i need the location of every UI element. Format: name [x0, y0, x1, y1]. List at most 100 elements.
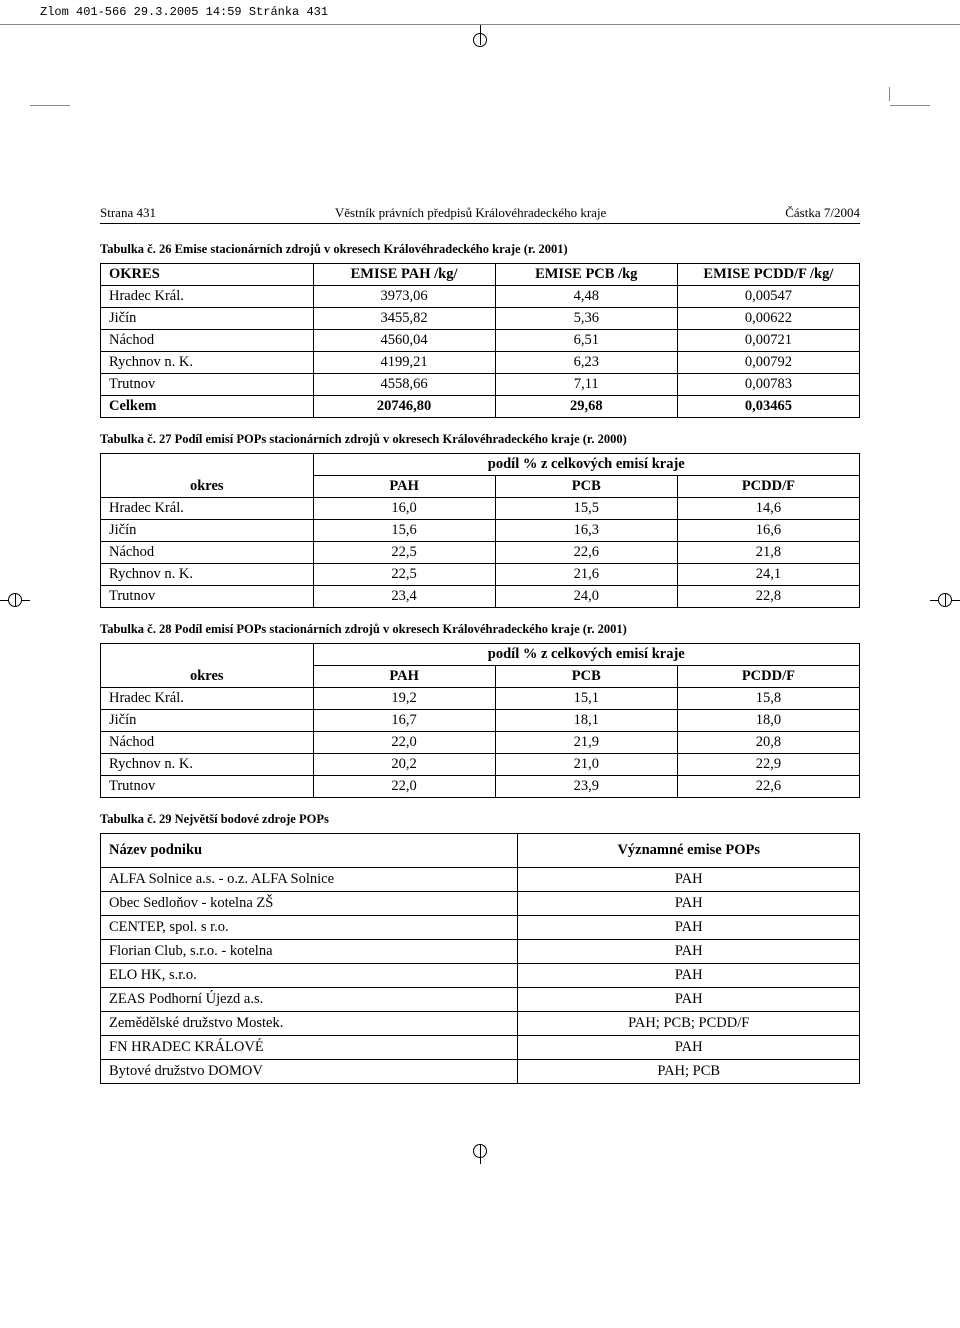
cell: CENTEP, spol. s r.o.: [101, 916, 518, 940]
cell: 21,0: [495, 754, 677, 776]
col-pah: EMISE PAH /kg/: [313, 264, 495, 286]
cell: PAH: [518, 1036, 860, 1060]
table-row: Náchod22,021,920,8: [101, 732, 860, 754]
cell: Náchod: [101, 542, 314, 564]
cell: 4199,21: [313, 352, 495, 374]
page-content: Strana 431 Věstník právních předpisů Krá…: [0, 55, 960, 1124]
cell: Jičín: [101, 308, 314, 330]
cell: 4,48: [495, 286, 677, 308]
col-pcb: PCB: [495, 476, 677, 498]
table-row: ZEAS Podhorní Újezd a.s.PAH: [101, 988, 860, 1012]
cell: 5,36: [495, 308, 677, 330]
cell: 15,8: [677, 688, 859, 710]
trim-mark: [890, 105, 930, 106]
table-row: Hradec Král.19,215,115,8: [101, 688, 860, 710]
cell: 16,0: [313, 498, 495, 520]
cell: 0,00547: [677, 286, 859, 308]
cell: 29,68: [495, 396, 677, 418]
header-center: Věstník právních předpisů Královéhradeck…: [335, 205, 606, 221]
cell: 3455,82: [313, 308, 495, 330]
trim-mark: [889, 87, 890, 101]
table-26: OKRES EMISE PAH /kg/ EMISE PCB /kg EMISE…: [100, 263, 860, 418]
cell: ELO HK, s.r.o.: [101, 964, 518, 988]
table-row: Jičín15,616,316,6: [101, 520, 860, 542]
cell: 20746,80: [313, 396, 495, 418]
col-pcb: PCB: [495, 666, 677, 688]
cell: 18,0: [677, 710, 859, 732]
cell: Trutnov: [101, 374, 314, 396]
cell: Náchod: [101, 330, 314, 352]
cell: 0,03465: [677, 396, 859, 418]
cell: PAH: [518, 868, 860, 892]
cell: PAH: [518, 916, 860, 940]
table-row: Náchod4560,046,510,00721: [101, 330, 860, 352]
cell: 20,8: [677, 732, 859, 754]
cell: 22,0: [313, 732, 495, 754]
cell: 24,1: [677, 564, 859, 586]
cell: 21,6: [495, 564, 677, 586]
table-row: Jičín3455,825,360,00622: [101, 308, 860, 330]
cell: ALFA Solnice a.s. - o.z. ALFA Solnice: [101, 868, 518, 892]
span-header: podíl % z celkových emisí kraje: [313, 644, 859, 666]
trim-mark: [30, 105, 70, 106]
running-header: Strana 431 Věstník právních předpisů Krá…: [100, 205, 860, 224]
cell: PAH: [518, 940, 860, 964]
header-right: Částka 7/2004: [785, 205, 860, 221]
cell: 22,8: [677, 586, 859, 608]
cell: PAH: [518, 964, 860, 988]
cell: Obec Sedloňov - kotelna ZŠ: [101, 892, 518, 916]
cell: 4558,66: [313, 374, 495, 396]
cell: Rychnov n. K.: [101, 754, 314, 776]
col-pah: PAH: [313, 476, 495, 498]
cell: 23,9: [495, 776, 677, 798]
cell: 22,9: [677, 754, 859, 776]
table-row: Rychnov n. K.20,221,022,9: [101, 754, 860, 776]
cell: 23,4: [313, 586, 495, 608]
cell: 21,8: [677, 542, 859, 564]
table-29: Název podniku Významné emise POPs ALFA S…: [100, 833, 860, 1084]
cell: Celkem: [101, 396, 314, 418]
cell: 16,7: [313, 710, 495, 732]
span-header: podíl % z celkových emisí kraje: [313, 454, 859, 476]
col-emise: Významné emise POPs: [518, 834, 860, 868]
cell: 0,00783: [677, 374, 859, 396]
col-okres: okres: [101, 644, 314, 688]
table-29-caption: Tabulka č. 29 Největší bodové zdroje POP…: [100, 812, 860, 827]
table-row: Rychnov n. K.4199,216,230,00792: [101, 352, 860, 374]
cell: Bytové družstvo DOMOV: [101, 1060, 518, 1084]
crop-mark-right: [930, 590, 960, 610]
cell: 21,9: [495, 732, 677, 754]
table-row: ELO HK, s.r.o.PAH: [101, 964, 860, 988]
cell: 18,1: [495, 710, 677, 732]
table-row: FN HRADEC KRÁLOVÉPAH: [101, 1036, 860, 1060]
table-row: Trutnov4558,667,110,00783: [101, 374, 860, 396]
table-row: Florian Club, s.r.o. - kotelnaPAH: [101, 940, 860, 964]
col-okres: OKRES: [101, 264, 314, 286]
table-28-caption: Tabulka č. 28 Podíl emisí POPs stacionár…: [100, 622, 860, 637]
cell: Trutnov: [101, 776, 314, 798]
table-row: ALFA Solnice a.s. - o.z. ALFA SolnicePAH: [101, 868, 860, 892]
cell: 15,1: [495, 688, 677, 710]
table-row: Hradec Král.16,015,514,6: [101, 498, 860, 520]
col-pcddf: PCDD/F: [677, 666, 859, 688]
cell: 7,11: [495, 374, 677, 396]
table-row: Bytové družstvo DOMOVPAH; PCB: [101, 1060, 860, 1084]
table-row: Trutnov22,023,922,6: [101, 776, 860, 798]
cell: Rychnov n. K.: [101, 352, 314, 374]
table-27-caption: Tabulka č. 27 Podíl emisí POPs stacionár…: [100, 432, 860, 447]
table-row: Náchod22,522,621,8: [101, 542, 860, 564]
cell: Hradec Král.: [101, 498, 314, 520]
cell: 3973,06: [313, 286, 495, 308]
cell: 0,00721: [677, 330, 859, 352]
table-total-row: Celkem20746,8029,680,03465: [101, 396, 860, 418]
cell: Rychnov n. K.: [101, 564, 314, 586]
cell: Náchod: [101, 732, 314, 754]
table-row: Hradec Král.3973,064,480,00547: [101, 286, 860, 308]
cell: 16,3: [495, 520, 677, 542]
cell: Hradec Král.: [101, 286, 314, 308]
cell: 15,6: [313, 520, 495, 542]
table-27: okres podíl % z celkových emisí kraje PA…: [100, 453, 860, 608]
table-row: Zemědělské družstvo Mostek.PAH; PCB; PCD…: [101, 1012, 860, 1036]
cell: 24,0: [495, 586, 677, 608]
cell: Hradec Král.: [101, 688, 314, 710]
